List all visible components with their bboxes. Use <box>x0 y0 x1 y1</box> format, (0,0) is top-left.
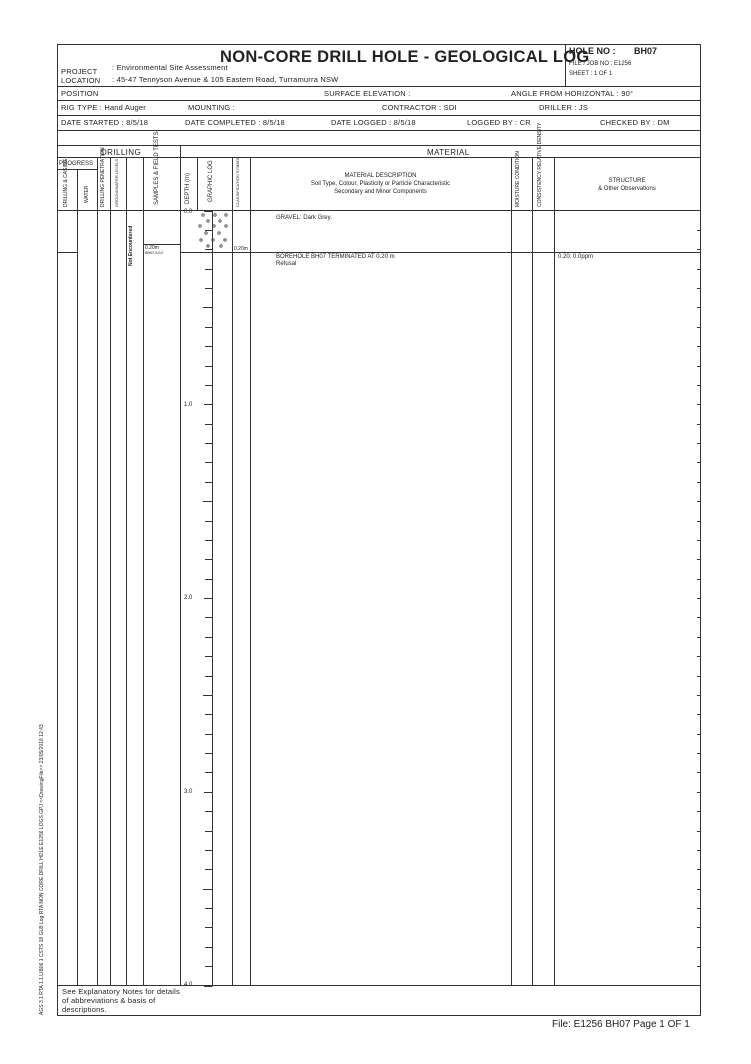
col-header-groundwater: GROUNDWATER LEVELS <box>114 158 119 207</box>
gravel-symbol <box>213 213 217 217</box>
project-value: : Environmental Site Assessment <box>112 63 228 72</box>
material-description-title: MATERIAL DESCRIPTION <box>344 173 417 179</box>
gravel-symbol <box>206 219 210 223</box>
hole-no-label: HOLE NO : <box>569 46 616 56</box>
layer-boundary-depth: 0.20m <box>234 246 248 252</box>
col-header-moisture: MOISTURE CONDITION <box>515 151 521 207</box>
position-field: POSITION <box>61 89 99 98</box>
sample-id: BH07 0-0.2 <box>145 250 164 255</box>
gravel-symbol <box>212 224 216 228</box>
gravel-symbol <box>204 231 208 235</box>
surface-elevation-field: SURFACE ELEVATION : <box>324 89 411 98</box>
sheet-number: SHEET : 1 OF 1 <box>569 71 613 77</box>
date-started-field: DATE STARTED : 8/5/18 <box>61 118 149 127</box>
drilling-section-header: DRILLING <box>101 148 142 157</box>
material-description-subtitle-2: Secondary and Minor Components <box>334 189 427 195</box>
depth-label-4: 4.0 <box>184 982 193 988</box>
col-header-consistency: CONSISTENCY RELATIVE DENSITY <box>537 122 543 207</box>
structure-subheader: & Other Observations <box>598 186 656 192</box>
col-header-depth: DEPTH (m) <box>185 173 191 204</box>
explanatory-notes: See Explanatory Notes for details of abb… <box>62 987 180 1014</box>
termination-note: BOREHOLE BH07 TERMINATED AT 0.20 m <box>276 254 395 260</box>
material-section-header: MATERIAL <box>427 148 470 157</box>
gravel-symbol <box>201 213 205 217</box>
file-job-no: FILE / JOB NO : E1256 <box>569 61 632 67</box>
gravel-symbol <box>217 231 221 235</box>
termination-reason: Refusal <box>276 261 297 267</box>
driller-field: DRILLER : JS <box>539 103 589 112</box>
progress-header: PROGRESS <box>59 161 94 167</box>
location-value: : 45-47 Tennyson Avenue & 105 Eastern Ro… <box>112 75 339 84</box>
gravel-symbol <box>198 224 202 228</box>
rig-type-field: RIG TYPE : Hand Auger <box>61 103 146 112</box>
layer-description-gravel: GRAVEL: Dark Grey. <box>276 215 332 221</box>
gravel-symbol <box>211 238 215 242</box>
checked-by-field: CHECKED BY : DM <box>600 118 670 127</box>
col-header-water: WATER <box>84 185 90 204</box>
col-header-drilling-penetration: DRILLING PENETRATION <box>100 147 106 207</box>
contractor-field: CONTRACTOR : SDI <box>382 103 457 112</box>
sample-depth: 0.20m <box>145 245 159 251</box>
depth-label-0: 0.0 <box>184 209 193 215</box>
angle-field: ANGLE FROM HORIZONTAL : 90° <box>511 89 634 98</box>
groundwater-not-encountered: Not Encountered <box>128 225 134 266</box>
hole-no-value: BH07 <box>634 46 658 56</box>
location-label: LOCATION <box>61 76 101 85</box>
date-completed-field: DATE COMPLETED : 8/5/18 <box>185 118 285 127</box>
col-header-drilling-casing: DRILLING & CASING <box>63 158 69 207</box>
col-header-graphic-log: GRAPHIC LOG <box>208 160 214 202</box>
structure-header: STRUCTURE <box>608 178 646 184</box>
footer-file-reference: File: E1256 BH07 Page 1 OF 1 <box>552 1019 690 1030</box>
gravel-symbol <box>199 238 203 242</box>
depth-label-2: 2.0 <box>184 595 193 601</box>
gravel-symbol <box>219 244 223 248</box>
depth-label-3: 3.0 <box>184 789 193 795</box>
col-header-classification: CLASSIFICATION SYMBOL <box>235 156 240 207</box>
side-margin-text: AGS 3.1 RTA 1.1.LIB06 1 CSTS 18 GLB Log … <box>39 724 45 1015</box>
gravel-symbol <box>218 219 222 223</box>
depth-label-1: 1.0 <box>184 402 193 408</box>
gravel-symbol <box>206 244 210 248</box>
structure-observation: 0.20: 0.0ppm <box>558 254 594 260</box>
gravel-symbol <box>224 224 228 228</box>
gravel-symbol <box>223 238 227 242</box>
col-header-samples: SAMPLES & FIELD TESTS <box>154 131 160 205</box>
logged-by-field: LOGGED BY : CR <box>467 118 531 127</box>
project-label: PROJECT <box>61 67 98 76</box>
date-logged-field: DATE LOGGED : 8/5/18 <box>331 118 416 127</box>
log-title: NON-CORE DRILL HOLE - GEOLOGICAL LOG <box>220 48 590 66</box>
gravel-symbol <box>224 213 228 217</box>
mounting-field: MOUNTING : <box>188 103 235 112</box>
material-description-subtitle: Soil Type, Colour, Plasticity or Particl… <box>310 181 451 187</box>
